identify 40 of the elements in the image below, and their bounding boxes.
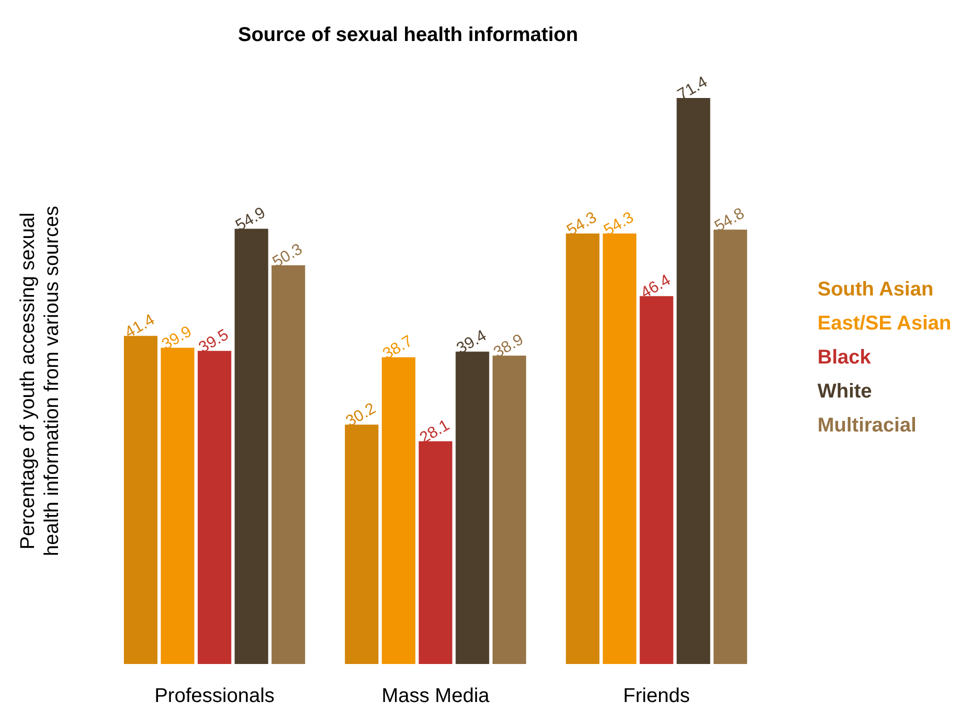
bar	[492, 356, 526, 664]
bar	[418, 441, 452, 664]
data-label: 41.4	[122, 311, 158, 342]
data-label: 38.9	[490, 331, 526, 362]
data-label: 39.4	[454, 327, 490, 358]
data-label: 50.3	[270, 240, 306, 272]
bar	[676, 98, 710, 664]
data-label: 39.5	[196, 326, 232, 357]
data-label: 30.2	[343, 400, 379, 430]
data-label: 28.1	[417, 416, 453, 448]
bar	[198, 350, 232, 664]
data-label: 54.9	[233, 204, 269, 235]
text: Black	[818, 346, 872, 368]
bar	[124, 336, 158, 664]
text: Multiracial	[818, 414, 916, 436]
data-label: 38.7	[380, 332, 416, 364]
data-label: 39.9	[159, 323, 195, 354]
data-label: 54.3	[601, 209, 637, 240]
bar	[344, 424, 378, 664]
bar	[456, 352, 490, 664]
bar	[382, 357, 416, 664]
bar	[272, 265, 306, 664]
y-axis-title: Percentage of youth accessing sexual health information from various sources	[17, 206, 63, 556]
x-tick-label: Professionals	[154, 685, 275, 707]
data-label: 71.4	[675, 74, 711, 104]
bar	[234, 228, 268, 664]
data-label: 54.3	[564, 209, 600, 240]
x-tick-label: Friends	[623, 685, 690, 707]
x-tick-label: Mass Media	[382, 685, 490, 707]
text: White	[818, 380, 872, 402]
data-label: 46.4	[638, 272, 674, 302]
data-label: 54.8	[712, 205, 748, 236]
bar	[640, 296, 674, 664]
bar	[602, 234, 636, 664]
text: East/SE Asian	[818, 312, 952, 334]
text: South Asian	[818, 278, 934, 300]
bar	[566, 234, 600, 664]
bar	[160, 348, 194, 664]
chart-title: Source of sexual health information	[238, 24, 578, 46]
bar	[714, 230, 748, 664]
